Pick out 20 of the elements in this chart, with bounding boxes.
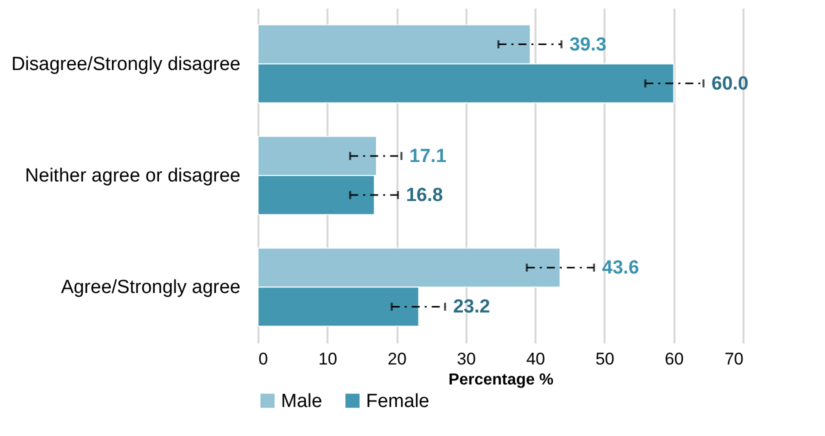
data-label: 23.2 xyxy=(453,296,490,318)
x-tick-label: 10 xyxy=(318,350,338,368)
data-label: 39.3 xyxy=(569,34,606,56)
x-tick-label: 40 xyxy=(526,350,546,368)
legend-label: Male xyxy=(281,390,322,412)
x-tick-label: 0 xyxy=(258,350,268,368)
data-label: 17.1 xyxy=(409,146,447,167)
legend-label: Female xyxy=(366,390,430,412)
x-tick-label: 60 xyxy=(664,350,684,368)
x-axis-title: Percentage % xyxy=(448,372,554,388)
x-tick-label: 20 xyxy=(388,350,407,368)
data-label: 43.6 xyxy=(602,258,640,279)
y-tick-label: Agree/Strongly agree xyxy=(60,277,240,298)
data-label: 60.0 xyxy=(712,73,748,94)
y-tick-label: Disagree/Strongly disagree xyxy=(11,54,240,75)
y-tick-label: Neither agree or disagree xyxy=(25,166,240,186)
x-tick-label: 50 xyxy=(595,350,614,368)
data-label: 16.8 xyxy=(406,185,443,206)
x-tick-label: 30 xyxy=(456,350,476,368)
x-tick-label: 70 xyxy=(724,350,744,368)
